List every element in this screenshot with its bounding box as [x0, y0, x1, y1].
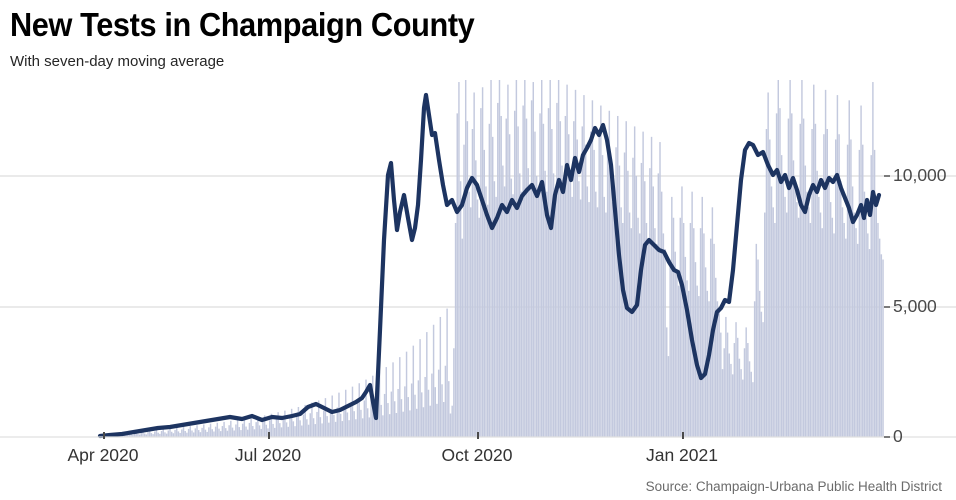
moving-average-line [97, 92, 882, 439]
x-tick-mark [268, 432, 270, 439]
y-tick-mark [884, 175, 890, 177]
x-tick-mark [477, 432, 479, 439]
page-title: New Tests in Champaign County [10, 6, 475, 43]
y-tick-mark [884, 306, 890, 308]
x-axis-label: Apr 2020 [67, 445, 139, 465]
x-tick-mark [103, 432, 105, 439]
bar-series [100, 80, 884, 438]
x-tick-mark [682, 432, 684, 439]
y-axis-label: 0 [893, 426, 903, 446]
y-axis-label: 10,000 [893, 165, 947, 185]
page-subtitle: With seven-day moving average [10, 53, 225, 70]
x-axis-label: Oct 2020 [441, 445, 513, 465]
y-axis-label: 5,000 [893, 296, 937, 316]
chart-svg [0, 80, 956, 439]
source-note: Source: Champaign-Urbana Public Health D… [645, 479, 942, 494]
x-axis-label: Jul 2020 [234, 445, 302, 465]
y-tick-mark [884, 436, 890, 438]
x-axis-label: Jan 2021 [645, 445, 718, 465]
plot-area [0, 80, 956, 445]
